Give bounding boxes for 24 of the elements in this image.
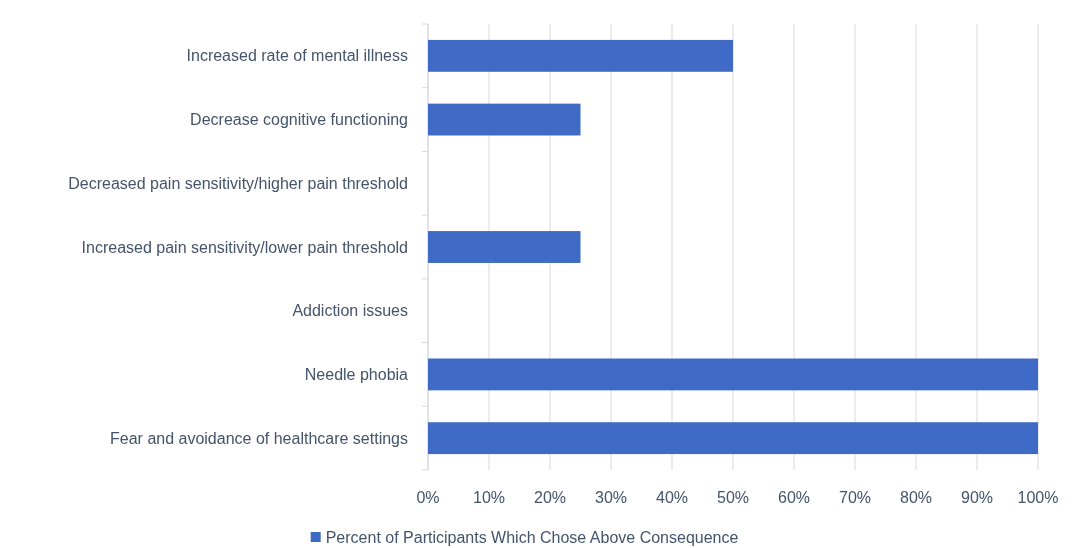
x-tick-label: 80% bbox=[899, 488, 933, 506]
x-tick-label: 70% bbox=[838, 488, 872, 506]
bar bbox=[428, 39, 733, 72]
y-tick-label: Increased pain sensitivity/lower pain threshold bbox=[81, 238, 408, 256]
bar bbox=[428, 231, 581, 263]
bar bbox=[428, 422, 1038, 455]
y-tick-label: Fear and avoidance of healthcare settings bbox=[110, 429, 408, 447]
x-tick-label: 40% bbox=[655, 488, 689, 506]
x-tick-label: 20% bbox=[533, 488, 567, 506]
y-tick-label: Addiction issues bbox=[292, 302, 408, 320]
x-tick-label: 50% bbox=[716, 488, 750, 506]
y-tick-label: Needle phobia bbox=[304, 366, 409, 384]
x-tick-label: 0% bbox=[416, 488, 440, 506]
x-tick-label: 100% bbox=[1017, 488, 1059, 506]
x-tick-label: 90% bbox=[960, 488, 994, 506]
y-tick-label: Decrease cognitive functioning bbox=[190, 111, 408, 129]
x-tick-label: 60% bbox=[777, 488, 811, 506]
y-tick-label: Decreased pain sensitivity/higher pain threshold bbox=[68, 174, 408, 192]
x-tick-label: 30% bbox=[594, 488, 628, 506]
x-tick-label: 10% bbox=[472, 488, 506, 506]
legend-label: Percent of Participants Which Chose Above Consequence bbox=[325, 528, 739, 546]
bar bbox=[428, 103, 581, 136]
y-tick-label: Increased rate of mental illness bbox=[186, 47, 408, 65]
bar bbox=[428, 358, 1038, 391]
